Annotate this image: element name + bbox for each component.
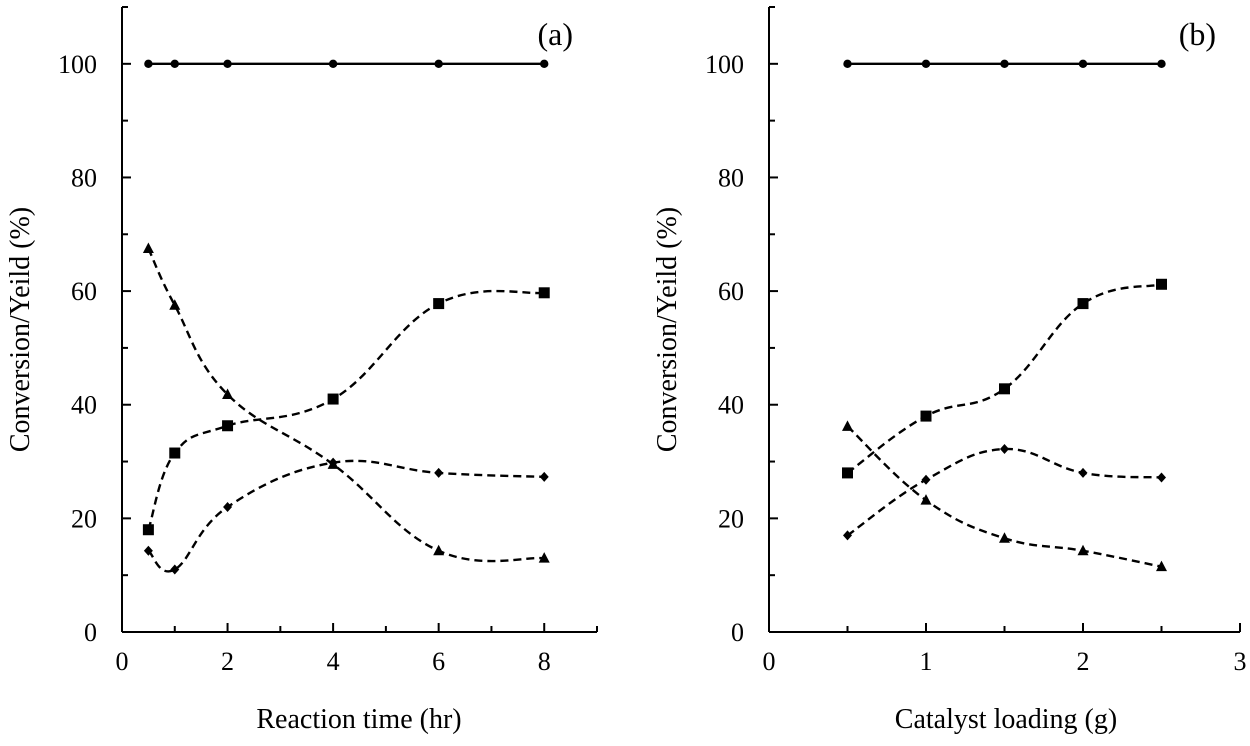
data-point-square (327, 393, 339, 405)
y-tick-label: 20 (71, 504, 97, 533)
x-tick-label: 4 (327, 647, 340, 676)
y-tick-label: 0 (731, 618, 744, 647)
panel-a: 0 20 40 60 80 100 0 2 4 6 8 Reaction time (hr) Conve… (5, 6, 598, 735)
x-tick-label: 2 (221, 647, 234, 676)
panel-label: (a) (537, 16, 573, 52)
y-tick-label: 100 (58, 50, 97, 79)
y-tick-label: 100 (705, 50, 744, 79)
data-point-diamond (921, 474, 931, 485)
data-point-triangle (920, 494, 932, 505)
x-tick-label: 6 (432, 647, 445, 676)
series-triangle-b (842, 420, 1167, 572)
y-tick-label: 80 (71, 163, 97, 192)
data-point-circle (434, 59, 443, 69)
data-point-circle (843, 59, 852, 69)
y-tick-label: 40 (71, 391, 97, 420)
series-circle-a (144, 59, 549, 69)
data-point-circle (223, 59, 232, 69)
data-point-square (222, 420, 234, 432)
y-tick-label: 80 (718, 163, 744, 192)
data-point-triangle (222, 388, 234, 399)
x-tick-label: 3 (1234, 647, 1247, 676)
data-point-diamond (1078, 467, 1088, 478)
data-point-circle (1078, 59, 1088, 69)
data-point-diamond (843, 530, 852, 541)
x-tick-label: 1 (920, 647, 933, 676)
x-tick-label: 2 (1077, 647, 1090, 676)
series-line-diamond (846, 447, 1162, 537)
data-point-square (1156, 278, 1167, 290)
data-point-circle (1000, 59, 1009, 69)
y-tick-label: 20 (718, 504, 744, 533)
y-axis-title: Conversion/Yeild (%) (652, 207, 683, 452)
x-tick-label: 0 (116, 647, 129, 676)
x-tick-label: 8 (538, 647, 551, 676)
data-point-diamond (1000, 444, 1009, 455)
y-tick-label: 60 (718, 277, 744, 306)
panel-b: 0 20 40 60 80 100 0 1 2 3 Catalyst loading (g) Conv… (652, 6, 1247, 735)
data-point-diamond (1157, 472, 1166, 483)
y-tick-label: 0 (84, 618, 97, 647)
data-point-diamond (170, 564, 180, 575)
data-point-circle (1157, 59, 1166, 69)
data-point-triangle (538, 552, 550, 563)
panel-label: (b) (1179, 16, 1216, 52)
data-point-triangle (1077, 544, 1089, 556)
series-line-square (147, 289, 545, 531)
data-point-square (999, 383, 1010, 395)
data-point-diamond (223, 502, 233, 512)
data-point-triangle (433, 544, 445, 556)
series-line-diamond (147, 459, 545, 573)
data-point-circle (921, 59, 931, 69)
data-point-triangle (142, 242, 154, 253)
data-point-triangle (999, 532, 1010, 543)
data-point-square (169, 447, 181, 459)
series-diamond-a (143, 457, 549, 575)
x-axis-title: Catalyst loading (g) (895, 704, 1117, 735)
data-point-square (1077, 298, 1089, 310)
data-point-triangle (842, 420, 853, 431)
data-point-square (842, 467, 853, 479)
series-line-square (846, 283, 1162, 474)
data-point-circle (328, 59, 338, 69)
data-point-diamond (143, 545, 153, 556)
x-tick-label: 0 (763, 647, 776, 676)
data-point-diamond (328, 457, 338, 468)
data-point-square (142, 524, 154, 536)
data-point-diamond (539, 471, 549, 482)
data-point-diamond (434, 467, 444, 478)
data-point-circle (540, 59, 549, 69)
y-axis-title: Conversion/Yeild (%) (5, 207, 36, 452)
series-diamond-b (843, 444, 1166, 541)
data-point-triangle (169, 299, 181, 310)
x-axis-title: Reaction time (hr) (256, 704, 461, 735)
series-square-b (842, 278, 1167, 479)
data-point-circle (144, 59, 153, 69)
series-square-a (142, 287, 550, 536)
data-point-square (538, 287, 550, 299)
data-point-square (433, 298, 445, 310)
series-circle-b (843, 59, 1166, 69)
y-tick-label: 40 (718, 391, 744, 420)
data-point-circle (170, 59, 179, 69)
series-line-triangle (147, 247, 545, 563)
data-point-square (920, 410, 932, 422)
data-point-triangle (1156, 560, 1167, 572)
y-tick-label: 60 (71, 277, 97, 306)
